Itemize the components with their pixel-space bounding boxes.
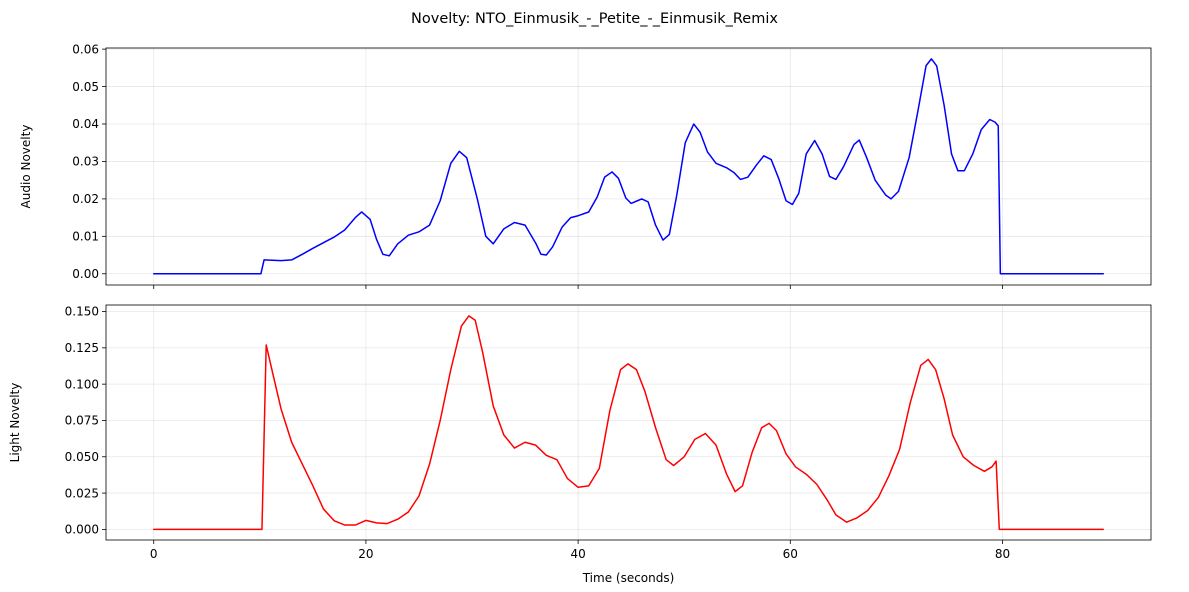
- y-axis-label: Audio Novelty: [19, 125, 33, 209]
- y-tick-label: 0.03: [72, 155, 99, 169]
- y-tick-label: 0.075: [65, 414, 99, 428]
- axes-frame: [105, 47, 1152, 286]
- x-tick-label: 20: [358, 547, 373, 561]
- y-tick-label: 0.01: [72, 230, 99, 244]
- x-tick-label: 80: [995, 547, 1010, 561]
- y-tick-label: 0.02: [72, 192, 99, 206]
- x-tick-label: 40: [570, 547, 585, 561]
- panel-1: 0.00 0.01 0.02 0.03 0.04 0.05 0.06 Audio Novelt…: [19, 42, 1152, 289]
- y-axis-label: Light Novelty: [8, 383, 22, 463]
- axes-frame: [105, 304, 1152, 541]
- y-tick-label: 0.04: [72, 117, 99, 131]
- figure-title: Novelty: NTO_Einmusik_-_Petite_-_Einmusi…: [411, 11, 778, 27]
- x-axis-label: Time (seconds): [582, 571, 675, 585]
- x-tick-label: 60: [783, 547, 798, 561]
- x-tick-label: 0: [150, 547, 158, 561]
- y-tick-label: 0.025: [65, 486, 99, 500]
- y-tick-label: 0.00: [72, 267, 99, 281]
- y-tick-label: 0.000: [65, 523, 99, 537]
- y-tick-label: 0.05: [72, 80, 99, 94]
- panels: 0.00 0.01 0.02 0.03 0.04 0.05 0.06 Audio Novelt…: [8, 42, 1152, 561]
- y-tick-label: 0.100: [65, 377, 99, 391]
- series-line-1-1: [152, 58, 1105, 275]
- panel-2: 0 20 40 60 80 0.000 0.025 0.050 0.075 0.100 0.125 0…: [8, 304, 1152, 561]
- y-tick-label: 0.150: [65, 305, 99, 319]
- y-tick-label: 0.06: [72, 42, 99, 56]
- y-tick-label: 0.125: [65, 341, 99, 355]
- series-line-2-1: [152, 315, 1105, 531]
- y-tick-label: 0.050: [65, 450, 99, 464]
